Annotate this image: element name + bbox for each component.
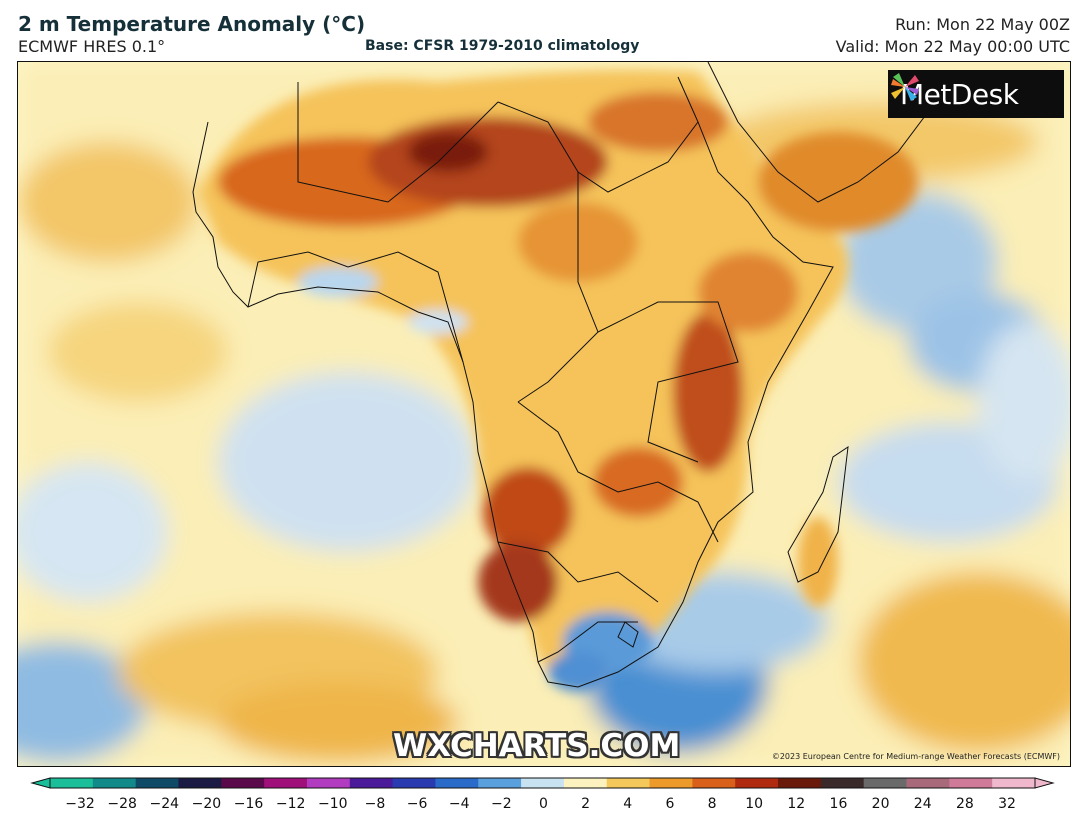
chart-title: 2 m Temperature Anomaly (°C): [18, 12, 366, 36]
colorbar-tick-label: −24: [149, 796, 180, 812]
colorbar-outline: [49, 777, 1036, 789]
colorbar-tick-label: −12: [275, 796, 306, 812]
colorbar-segment: [949, 778, 993, 788]
colorbar-tick-label: 16: [829, 796, 848, 812]
colorbar-tick-label: −10: [318, 796, 348, 812]
colorbar-tick-label: 32: [998, 796, 1016, 812]
colorbar-tick-label: −8: [364, 796, 386, 812]
copyright-notice: ©2023 European Centre for Medium-range W…: [771, 752, 1060, 761]
colorbar-segment: [992, 778, 1036, 788]
colorbar-tick-label: −28: [107, 796, 137, 812]
colorbar-tick-label: 24: [913, 796, 932, 812]
metdesk-logo: MetDesk: [888, 70, 1064, 118]
colorbar-tick-label: 12: [787, 796, 806, 812]
colorbar-tick-label: 8: [707, 796, 717, 812]
colorbar-tick-label: 0: [539, 796, 548, 812]
colorbar-tick-label: −32: [65, 796, 95, 812]
colorbar-tick-label: −4: [448, 796, 470, 812]
colorbar-segment: [692, 778, 736, 788]
colorbar-segment: [649, 778, 693, 788]
colorbar-segment: [563, 778, 608, 788]
colorbar-tick-label: 2: [581, 796, 591, 812]
metdesk-pinwheel-icon: [891, 73, 919, 101]
colorbar-max-arrow: [1034, 777, 1055, 789]
colorbar-segment: [135, 778, 179, 788]
colorbar-segment: [820, 778, 865, 788]
colorbar-segment: [392, 778, 436, 788]
colorbar-tick-label: 20: [871, 796, 890, 812]
valid-time: Valid: Mon 22 May 00:00 UTC: [835, 37, 1070, 56]
watermark: WXCHARTS.COM: [393, 728, 681, 764]
colorbar-min-arrow: [30, 777, 51, 789]
colorbar-segment: [221, 778, 265, 788]
colorbar-segment: [863, 778, 908, 788]
colorbar-tick-label: −20: [191, 796, 222, 812]
colorbar-segment: [178, 778, 222, 788]
colorbar-segment: [521, 778, 565, 788]
colorbar-segment: [735, 778, 779, 788]
colorbar-tick-label: 28: [955, 796, 974, 812]
colorbar-tick-label: 6: [665, 796, 675, 812]
anomaly-map[interactable]: MetDesk WXCHARTS.COM ©2023 European Cent…: [17, 61, 1071, 767]
colorbar-segment: [50, 778, 94, 788]
climatology-base: Base: CFSR 1979-2010 climatology: [365, 38, 640, 54]
model-name: ECMWF HRES 0.1°: [18, 37, 166, 56]
map-canvas: [18, 62, 1070, 766]
colorbar-segment: [306, 778, 351, 788]
run-time: Run: Mon 22 May 00Z: [895, 15, 1070, 34]
colorbar-segment: [906, 778, 950, 788]
colorbar-segment: [435, 778, 479, 788]
colorbar-tick-label: −6: [406, 796, 428, 812]
colorbar-segment: [349, 778, 394, 788]
colorbar-tick-label: −16: [233, 796, 264, 812]
colorbar-tick-label: 4: [623, 796, 633, 812]
coastlines: [192, 62, 929, 688]
colorbar-segment: [778, 778, 822, 788]
colorbar-tick-label: 10: [745, 796, 764, 812]
colorbar: [30, 777, 1055, 789]
colorbar-segment: [264, 778, 308, 788]
colorbar-segment: [92, 778, 137, 788]
colorbar-segment: [478, 778, 522, 788]
colorbar-segment: [606, 778, 651, 788]
colorbar-tick-label: −2: [491, 796, 512, 812]
metdesk-logo-text: MetDesk: [900, 77, 1019, 111]
